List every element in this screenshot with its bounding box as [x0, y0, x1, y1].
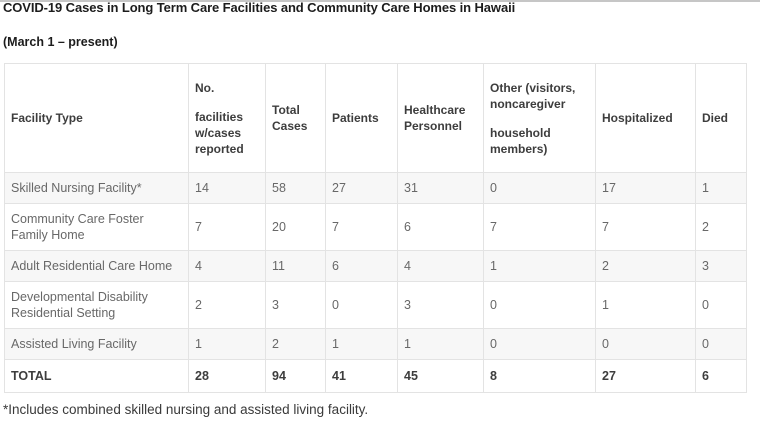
table-row-community-care-foster: Community Care Foster Family Home 7 20 7… — [4, 203, 747, 251]
value-cell: 7 — [325, 203, 398, 251]
value-cell: 27 — [325, 172, 398, 204]
value-cell: 0 — [483, 172, 596, 204]
header-label: Other (visitors, noncaregiver — [490, 80, 576, 111]
value-cell: 0 — [483, 281, 596, 329]
value-cell: 1 — [325, 328, 398, 360]
date-range-subtitle: (March 1 – present) — [3, 35, 118, 49]
value-cell: 7 — [188, 203, 266, 251]
facility-name-cell: Skilled Nursing Facility* — [4, 172, 189, 204]
value-cell: 11 — [265, 250, 326, 282]
value-cell: 0 — [595, 328, 696, 360]
total-value-cell: 28 — [188, 359, 266, 393]
facility-name-cell: Community Care Foster Family Home — [4, 203, 189, 251]
facility-name-cell: Developmental Disability Residential Set… — [4, 281, 189, 329]
value-cell: 3 — [695, 250, 747, 282]
value-cell: 0 — [483, 328, 596, 360]
value-cell: 58 — [265, 172, 326, 204]
header-label: Total Cases — [272, 103, 308, 133]
value-cell: 2 — [188, 281, 266, 329]
col-header-facilities-reported: No. facilities w/cases reported — [188, 63, 266, 173]
facility-name-cell: Assisted Living Facility — [4, 328, 189, 360]
col-header-facility-type: Facility Type — [4, 63, 189, 173]
header-label: Died — [702, 111, 729, 125]
table-row-adult-residential: Adult Residential Care Home 4 11 6 4 1 2… — [4, 250, 747, 282]
value-cell: 14 — [188, 172, 266, 204]
value-cell: 6 — [397, 203, 484, 251]
value-cell: 7 — [595, 203, 696, 251]
value-cell: 1 — [397, 328, 484, 360]
value-cell: 4 — [188, 250, 266, 282]
total-value-cell: 45 — [397, 359, 484, 393]
value-cell: 1 — [188, 328, 266, 360]
table-row-developmental-disability: Developmental Disability Residential Set… — [4, 281, 747, 329]
header-row: Facility Type No. facilities w/cases repo… — [4, 63, 747, 173]
table-footnote: *Includes combined skilled nursing and a… — [3, 402, 369, 417]
header-label: Patients — [332, 111, 379, 125]
table-body: Skilled Nursing Facility* 14 58 27 31 0 … — [4, 172, 747, 393]
covid-cases-table: Facility Type No. facilities w/cases repo… — [4, 63, 747, 393]
col-header-patients: Patients — [325, 63, 398, 173]
value-cell: 20 — [265, 203, 326, 251]
value-cell: 1 — [695, 172, 747, 204]
value-cell: 4 — [397, 250, 484, 282]
total-label-cell: TOTAL — [4, 359, 189, 393]
value-cell: 0 — [325, 281, 398, 329]
top-divider — [0, 0, 760, 2]
value-cell: 6 — [325, 250, 398, 282]
header-label: Healthcare Personnel — [404, 103, 466, 133]
table-header: Facility Type No. facilities w/cases repo… — [4, 63, 747, 173]
header-label: Hospitalized — [602, 111, 673, 125]
col-header-hospitalized: Hospitalized — [595, 63, 696, 173]
value-cell: 31 — [397, 172, 484, 204]
col-header-other: Other (visitors, noncaregiver household m… — [483, 63, 596, 173]
header-label: Facility Type — [11, 111, 83, 125]
value-cell: 0 — [695, 281, 747, 329]
total-value-cell: 27 — [595, 359, 696, 393]
facility-name-cell: Adult Residential Care Home — [4, 250, 189, 282]
table-row-skilled-nursing: Skilled Nursing Facility* 14 58 27 31 0 … — [4, 172, 747, 204]
value-cell: 7 — [483, 203, 596, 251]
value-cell: 2 — [265, 328, 326, 360]
value-cell: 0 — [695, 328, 747, 360]
total-value-cell: 6 — [695, 359, 747, 393]
page-title: COVID-19 Cases in Long Term Care Facilit… — [3, 0, 516, 15]
col-header-died: Died — [695, 63, 747, 173]
value-cell: 1 — [595, 281, 696, 329]
value-cell: 17 — [595, 172, 696, 204]
table-row-assisted-living: Assisted Living Facility 1 2 1 1 0 0 0 — [4, 328, 747, 360]
col-header-total-cases: Total Cases — [265, 63, 326, 173]
total-value-cell: 8 — [483, 359, 596, 393]
total-value-cell: 94 — [265, 359, 326, 393]
value-cell: 3 — [397, 281, 484, 329]
total-value-cell: 41 — [325, 359, 398, 393]
value-cell: 2 — [595, 250, 696, 282]
col-header-healthcare-personnel: Healthcare Personnel — [397, 63, 484, 173]
value-cell: 3 — [265, 281, 326, 329]
header-label: No. — [195, 80, 215, 95]
table-row-total: TOTAL 28 94 41 45 8 27 6 — [4, 359, 747, 393]
value-cell: 2 — [695, 203, 747, 251]
value-cell: 1 — [483, 250, 596, 282]
